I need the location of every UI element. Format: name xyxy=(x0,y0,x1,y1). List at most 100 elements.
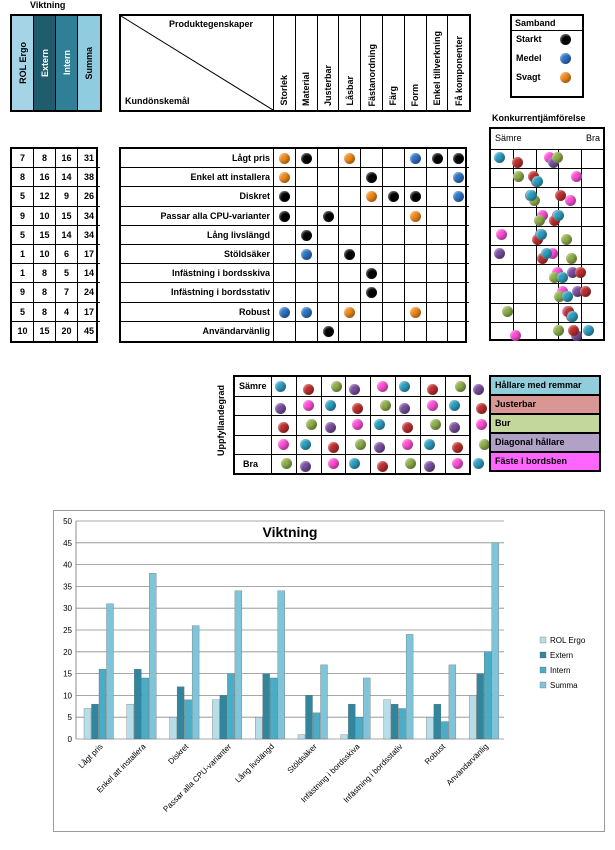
matrix-cell xyxy=(273,225,295,245)
matrix-cell xyxy=(360,225,382,245)
competitor-dot xyxy=(513,171,524,183)
property-label: Storlek xyxy=(279,75,290,106)
matrix-cell xyxy=(425,302,448,322)
matrix-cell xyxy=(360,283,382,303)
y-tick-label: 30 xyxy=(63,604,72,613)
relation-dot xyxy=(409,153,421,164)
matrix-cell xyxy=(294,245,317,265)
competitor-dot xyxy=(572,286,583,298)
matrix-cell xyxy=(403,168,426,188)
property-header-7: Enkel tillverkning xyxy=(425,16,448,110)
relation-dot xyxy=(344,249,356,260)
matrix-cell xyxy=(338,283,361,303)
relation-dot xyxy=(409,306,421,318)
property-label: Material xyxy=(301,71,312,106)
weight-cell: 8 xyxy=(34,264,56,284)
matrix-cell xyxy=(273,264,295,284)
competitor-dot xyxy=(566,253,577,264)
fulfillment-dot xyxy=(454,381,466,392)
relation-dot xyxy=(300,229,312,241)
bar xyxy=(448,664,457,740)
matrix-cell xyxy=(273,206,295,226)
matrix-cell xyxy=(447,321,469,341)
property-header-3: Låsbar xyxy=(338,16,360,110)
weight-cell: 5 xyxy=(12,225,34,245)
matrix-cell xyxy=(447,187,470,207)
matrix-cell xyxy=(360,245,382,265)
property-header-2: Justerbar xyxy=(316,16,339,110)
competitor-better-label: Bra xyxy=(585,133,600,143)
competitor-dot xyxy=(537,253,548,264)
legend-label: Summa xyxy=(550,681,578,690)
matrix-cell xyxy=(360,149,382,169)
competitor-dot xyxy=(548,157,559,168)
x-tick-label: Lågt pris xyxy=(77,742,105,770)
property-label: Få komponenter xyxy=(453,35,464,106)
matrix-cell xyxy=(273,283,295,303)
bar xyxy=(441,721,449,740)
competitor-row-line xyxy=(491,245,603,246)
bar xyxy=(106,603,114,740)
fulfillment-dot xyxy=(275,403,286,415)
need-label: Stöldsäker xyxy=(121,245,273,265)
need-label: Passar alla CPU-varianter xyxy=(121,207,273,226)
competitor-dot xyxy=(494,152,505,163)
matrix-cell xyxy=(316,283,339,303)
bar xyxy=(320,664,328,740)
matrix-cell xyxy=(447,149,470,169)
relation-legend-title: Samband xyxy=(512,16,582,31)
weight-cell: 26 xyxy=(78,187,100,207)
weight-cell: 10 xyxy=(12,321,34,341)
bar xyxy=(212,699,220,740)
matrix-cell xyxy=(294,168,317,188)
competitor-dot xyxy=(565,195,576,207)
need-label: Användarvänlig xyxy=(202,325,270,336)
competitor-gridline xyxy=(558,149,560,339)
relation-legend-item: Starkt xyxy=(512,31,582,50)
matrix-cell xyxy=(316,302,339,322)
matrix-cell xyxy=(316,206,339,226)
x-tick-label: Lång livslängd xyxy=(233,742,276,785)
competitor-title: Konkurrentjämförelse xyxy=(492,113,586,123)
matrix-cell xyxy=(273,149,295,169)
matrix-cell xyxy=(447,225,470,245)
fulfillment-dot xyxy=(448,400,460,412)
legend-swatch xyxy=(539,636,547,644)
competitor-dot xyxy=(496,228,507,240)
competitor-dot xyxy=(575,267,586,279)
property-header-5: Färg xyxy=(382,16,404,110)
relation-legend-dot xyxy=(560,53,571,64)
matrix-cell xyxy=(447,245,470,265)
bar xyxy=(126,703,134,740)
bar xyxy=(363,677,371,740)
weight-cell: 7 xyxy=(56,283,78,303)
matrix-cell xyxy=(382,168,404,188)
matrix-cell xyxy=(447,283,470,303)
weight-cell: 4 xyxy=(56,302,78,322)
bar xyxy=(348,703,356,740)
fulfillment-row-line xyxy=(235,453,469,455)
relation-dot xyxy=(279,153,290,164)
weight-cell: 17 xyxy=(78,245,100,265)
product-legend-item: Bur xyxy=(489,415,601,434)
matrix-cell xyxy=(316,187,339,207)
fulfillment-gridline xyxy=(345,377,347,473)
matrix-cell xyxy=(403,225,426,245)
bar xyxy=(91,703,99,740)
y-tick-label: 35 xyxy=(63,582,72,591)
weight-cell: 14 xyxy=(56,225,78,245)
competitor-row-line xyxy=(491,168,603,170)
matrix-cell xyxy=(316,321,339,341)
competitor-row-line xyxy=(491,264,603,266)
competitor-dot xyxy=(567,267,578,279)
x-tick-label: Robust xyxy=(423,742,448,767)
relation-legend-item: Svagt xyxy=(512,69,582,88)
matrix-cell xyxy=(447,206,470,226)
property-label: Fästanordning xyxy=(366,43,377,107)
matrix-cell xyxy=(316,264,339,284)
fulfillment-dot xyxy=(473,457,485,469)
matrix-cell xyxy=(360,187,382,207)
fulfillment-gridline xyxy=(395,377,396,473)
weighting-title: Viktning xyxy=(30,0,66,10)
bar xyxy=(491,542,499,740)
